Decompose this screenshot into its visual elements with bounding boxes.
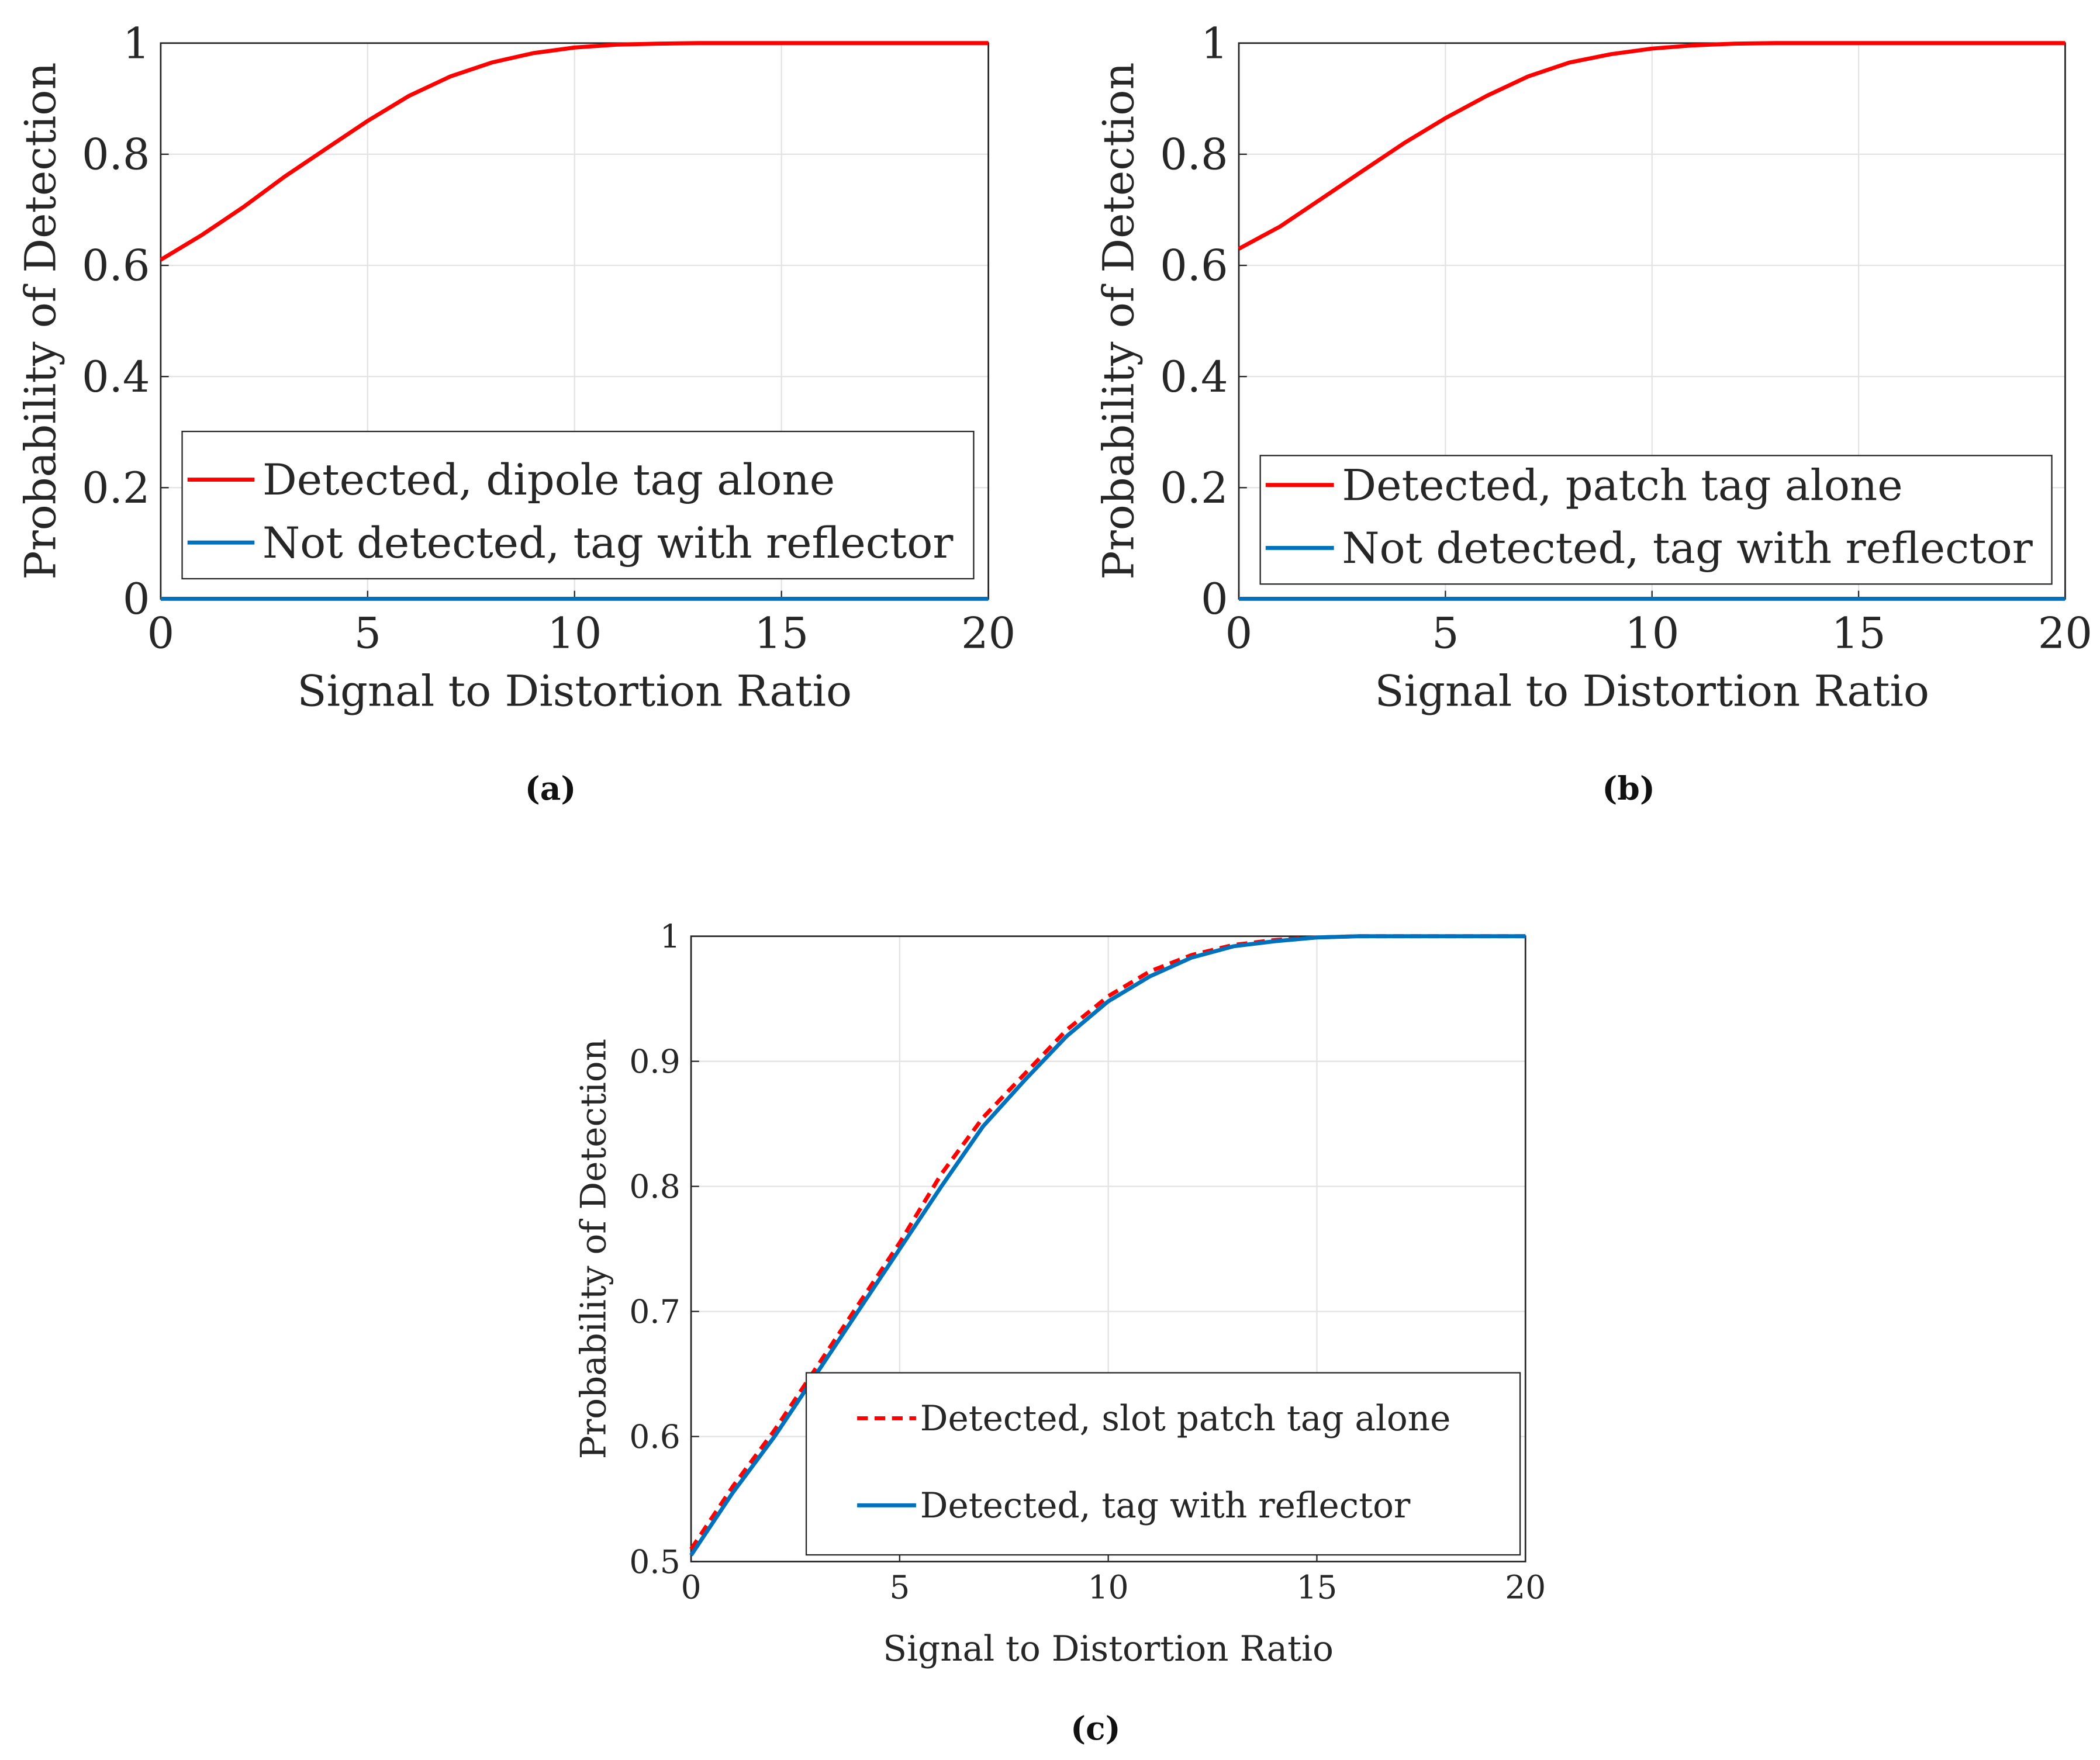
- x-tick-label: 15: [754, 609, 809, 659]
- x-tick-label: 10: [1625, 609, 1679, 659]
- x-tick-label: 15: [1831, 609, 1885, 659]
- x-tick-label: 0: [681, 1569, 702, 1606]
- x-tick-label: 10: [547, 609, 602, 659]
- legend-label-0: Detected, dipole tag alone: [262, 455, 835, 505]
- x-tick-label: 10: [1088, 1569, 1129, 1606]
- x-tick-label: 0: [1225, 609, 1253, 659]
- legend-box: [805, 1372, 1521, 1556]
- y-tick-label: 0: [123, 575, 150, 624]
- x-axis-label: Signal to Distortion Ratio: [883, 1629, 1334, 1669]
- chart-c: 0 5 10 15 20 0.5 0.6 0.7 0.8 0.9 1 Detected, slot p…: [574, 918, 1546, 1747]
- x-tick-label: 5: [1432, 609, 1459, 659]
- y-tick-label: 1: [660, 918, 681, 955]
- x-tick-label: 5: [354, 609, 382, 659]
- y-tick-label: 0.7: [629, 1293, 680, 1330]
- series-line-0: [1238, 41, 2066, 251]
- legend-label-1: Detected, tag with reflector: [920, 1486, 1411, 1526]
- figure-caption: (b): [1602, 769, 1655, 807]
- x-tick-label: 20: [961, 609, 1016, 659]
- y-axis-label: Probability of Detection: [574, 1039, 614, 1459]
- y-tick-label: 0.6: [82, 241, 150, 291]
- y-tick-label: 0.2: [82, 464, 150, 513]
- y-tick-label: 0.4: [1160, 352, 1228, 402]
- chart-b: 0 5 10 15 20 0 0.2 0.4 0.6 0.8 1 Detected, patch ta…: [1094, 19, 2092, 807]
- legend-label-0: Detected, patch tag alone: [1342, 461, 1902, 510]
- x-axis-label: Signal to Distortion Ratio: [297, 667, 852, 717]
- y-axis-label: Probability of Detection: [16, 62, 65, 579]
- y-tick-label: 0.9: [629, 1043, 680, 1080]
- x-tick-label: 20: [2038, 609, 2092, 659]
- y-tick-label: 0.4: [82, 352, 150, 402]
- legend-label-1: Not detected, tag with reflector: [1342, 524, 2033, 573]
- x-axis-label: Signal to Distortion Ratio: [1374, 667, 1929, 717]
- series-line-1: [689, 934, 1526, 1557]
- y-tick-label: 0.8: [82, 130, 150, 180]
- legend: Detected, slot patch tag alone Detected, …: [805, 1372, 1521, 1556]
- axes-box: [690, 935, 1526, 1562]
- figure-caption: (a): [525, 769, 576, 807]
- x-tick-label: 20: [1505, 1569, 1546, 1606]
- legend-box: [181, 430, 975, 580]
- y-tick-label: 0.2: [1160, 464, 1228, 513]
- y-axis-label: Probability of Detection: [1094, 62, 1144, 579]
- y-tick-label: 0.5: [629, 1543, 680, 1581]
- y-tick-label: 0.8: [1160, 130, 1228, 180]
- x-tick-label: 0: [147, 609, 175, 659]
- x-tick-label: 15: [1296, 1569, 1337, 1606]
- legend: Detected, dipole tag alone Not detected, …: [181, 430, 975, 580]
- y-tick-label: 0.6: [1160, 241, 1228, 291]
- series-line-0: [160, 41, 989, 262]
- figure-caption: (c): [1070, 1709, 1121, 1747]
- legend-label-0: Detected, slot patch tag alone: [920, 1399, 1451, 1439]
- y-tick-label: 0.8: [629, 1168, 680, 1205]
- y-tick-label: 0.6: [629, 1418, 680, 1455]
- legend-box: [1259, 455, 2053, 585]
- chart-a: 0 5 10 15 20 0 0.2 0.4 0.6 0.8 1 Detected, dipole t…: [16, 19, 1016, 807]
- legend-label-1: Not detected, tag with reflector: [262, 518, 954, 568]
- y-tick-label: 0: [1201, 575, 1228, 624]
- y-tick-label: 1: [123, 19, 150, 68]
- x-tick-label: 5: [889, 1569, 910, 1606]
- y-tick-label: 1: [1201, 19, 1228, 68]
- legend: Detected, patch tag alone Not detected, t…: [1259, 455, 2053, 585]
